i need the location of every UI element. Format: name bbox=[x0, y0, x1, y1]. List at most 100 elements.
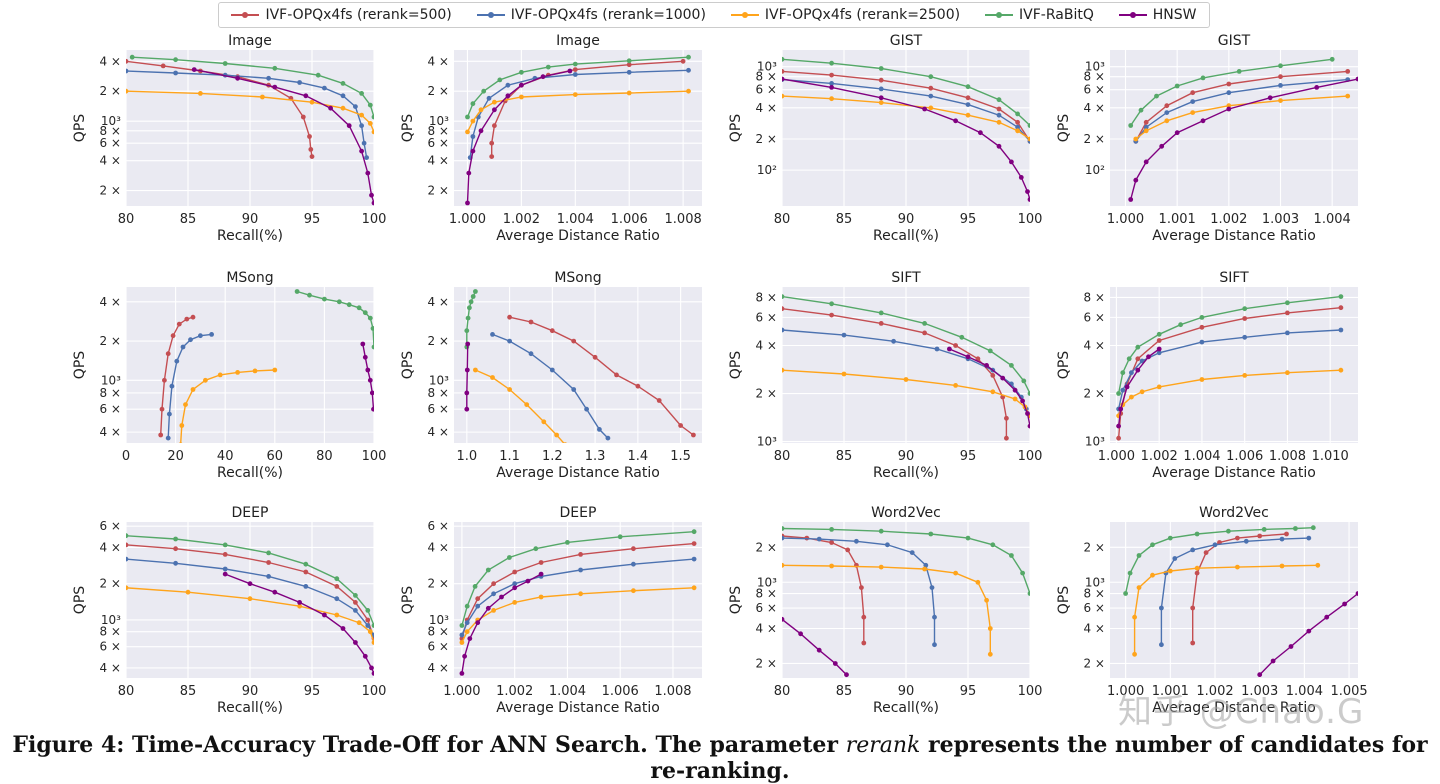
data-point bbox=[470, 118, 476, 124]
series-line bbox=[782, 70, 1030, 142]
data-point bbox=[617, 534, 623, 540]
data-point bbox=[1135, 344, 1141, 350]
data-point bbox=[540, 74, 546, 80]
data-point bbox=[475, 596, 481, 602]
data-point bbox=[1123, 591, 1128, 596]
data-point bbox=[1288, 644, 1294, 649]
data-point bbox=[126, 556, 129, 562]
data-point bbox=[222, 61, 228, 66]
data-point bbox=[478, 107, 484, 113]
data-point bbox=[1120, 387, 1126, 393]
data-point bbox=[691, 529, 697, 535]
chart-title: Image bbox=[556, 33, 600, 49]
data-point bbox=[829, 85, 834, 90]
data-point bbox=[1284, 531, 1289, 537]
data-point bbox=[782, 69, 785, 74]
series-line bbox=[126, 60, 313, 157]
data-point bbox=[464, 406, 470, 412]
y-tick-label: 10³ bbox=[429, 114, 449, 128]
x-axis-label: Recall(%) bbox=[873, 465, 939, 481]
data-point bbox=[1133, 177, 1139, 183]
data-point bbox=[371, 114, 374, 120]
data-point bbox=[1190, 547, 1196, 553]
plot-background bbox=[454, 522, 702, 678]
data-point bbox=[297, 600, 302, 605]
data-point bbox=[361, 140, 367, 146]
data-point bbox=[365, 623, 371, 628]
data-point bbox=[303, 561, 309, 567]
data-point bbox=[340, 626, 346, 631]
data-point bbox=[179, 423, 185, 428]
x-tick-label: 1.001 bbox=[1159, 212, 1196, 227]
data-point bbox=[928, 93, 934, 99]
data-point bbox=[491, 608, 496, 613]
x-tick-label: 100 bbox=[1018, 449, 1043, 464]
data-point bbox=[459, 640, 465, 645]
data-point bbox=[1172, 556, 1178, 561]
x-tick-label: 80 bbox=[118, 212, 135, 227]
x-axis-label: Average Distance Ratio bbox=[496, 228, 660, 244]
data-point bbox=[878, 95, 884, 101]
data-point bbox=[519, 69, 524, 75]
data-point bbox=[512, 600, 518, 605]
x-tick-label: 1.000 bbox=[1107, 684, 1144, 699]
data-point bbox=[597, 427, 602, 432]
x-tick-label: 1.006 bbox=[602, 684, 639, 699]
data-point bbox=[473, 367, 478, 373]
data-point bbox=[266, 550, 271, 556]
data-point bbox=[362, 653, 368, 659]
data-point bbox=[464, 629, 470, 635]
data-point bbox=[1127, 570, 1133, 576]
chart-title: Word2Vec bbox=[1199, 505, 1269, 521]
x-tick-label: 100 bbox=[1018, 212, 1043, 227]
data-point bbox=[1279, 563, 1285, 569]
data-point bbox=[1164, 103, 1170, 109]
legend-label: IVF-OPQx4fs (rerank=500) bbox=[265, 7, 452, 23]
y-tick-label: 6 × bbox=[99, 640, 121, 654]
series-line bbox=[492, 333, 609, 439]
y-tick-label: 6 × bbox=[427, 519, 449, 533]
data-point bbox=[369, 390, 374, 396]
data-point bbox=[1159, 642, 1164, 648]
legend-item: HNSW bbox=[1118, 7, 1197, 23]
x-tick-label: 1.000 bbox=[1107, 212, 1144, 227]
data-point bbox=[468, 299, 474, 305]
chart-title: SIFT bbox=[891, 270, 921, 286]
x-tick-label: 1.1 bbox=[499, 449, 520, 464]
data-point bbox=[365, 617, 371, 623]
x-tick-label: 1.003 bbox=[1241, 684, 1278, 699]
data-point bbox=[545, 64, 551, 70]
y-tick-label: 4 × bbox=[427, 54, 449, 68]
data-point bbox=[1136, 585, 1142, 590]
legend-swatch bbox=[985, 10, 1014, 20]
data-point bbox=[184, 316, 190, 322]
x-tick-label: 1.002 bbox=[1196, 684, 1233, 699]
y-axis-label: QPS bbox=[1056, 114, 1072, 142]
legend-item: IVF-RaBitQ bbox=[985, 7, 1094, 23]
data-point bbox=[505, 93, 511, 99]
data-point bbox=[975, 579, 981, 585]
data-point bbox=[1164, 118, 1170, 124]
chart-title: Image bbox=[228, 33, 272, 49]
y-axis-label: QPS bbox=[728, 114, 744, 142]
x-tick-label: 1.004 bbox=[1286, 684, 1323, 699]
x-tick-label: 1.004 bbox=[557, 212, 594, 227]
data-point bbox=[462, 653, 467, 659]
y-tick-label: 10³ bbox=[429, 373, 449, 387]
y-tick-label: 8 × bbox=[1083, 587, 1105, 601]
data-point bbox=[934, 346, 940, 352]
y-tick-label: 2 × bbox=[755, 387, 777, 401]
data-point bbox=[1243, 538, 1249, 544]
data-point bbox=[507, 387, 512, 392]
legend-swatch bbox=[730, 10, 759, 20]
data-point bbox=[126, 88, 129, 94]
data-point bbox=[362, 310, 368, 316]
data-point bbox=[572, 92, 578, 97]
data-point bbox=[183, 402, 188, 407]
chart-title: GIST bbox=[890, 33, 923, 49]
x-axis-label: Average Distance Ratio bbox=[496, 465, 660, 481]
data-point bbox=[854, 538, 859, 544]
data-point bbox=[782, 616, 785, 622]
data-point bbox=[466, 170, 472, 176]
data-point bbox=[572, 72, 578, 77]
